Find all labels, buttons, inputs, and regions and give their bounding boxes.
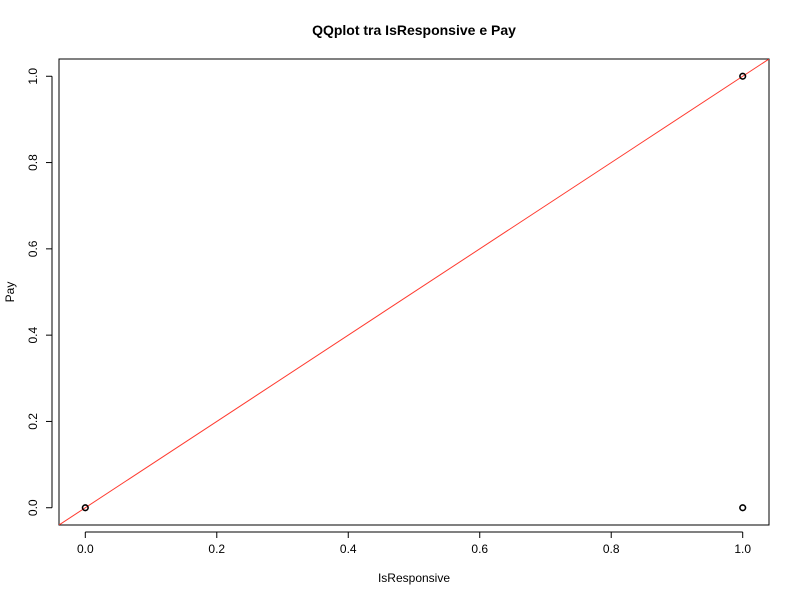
y-tick-label: 0.4: [26, 326, 40, 343]
reference-line: [59, 59, 769, 525]
y-tick-label: 0.2: [26, 413, 40, 430]
data-point: [739, 504, 747, 512]
y-axis-label: Pay: [3, 282, 17, 303]
y-tick-label: 0.8: [26, 154, 40, 171]
y-tick-label: 1.0: [26, 68, 40, 85]
x-tick-label: 0.0: [77, 542, 94, 556]
x-tick-label: 1.0: [734, 542, 751, 556]
x-tick-label: 0.6: [471, 542, 488, 556]
data-point: [81, 504, 89, 512]
chart-title: QQplot tra IsResponsive e Pay: [312, 22, 516, 38]
data-point: [739, 72, 747, 80]
x-tick-label: 0.2: [208, 542, 225, 556]
x-axis-label: IsResponsive: [378, 571, 450, 585]
x-tick-label: 0.4: [340, 542, 357, 556]
y-tick-label: 0.6: [26, 240, 40, 257]
y-tick-label: 0.0: [26, 499, 40, 516]
plot-frame: [58, 58, 770, 526]
x-tick-label: 0.8: [603, 542, 620, 556]
